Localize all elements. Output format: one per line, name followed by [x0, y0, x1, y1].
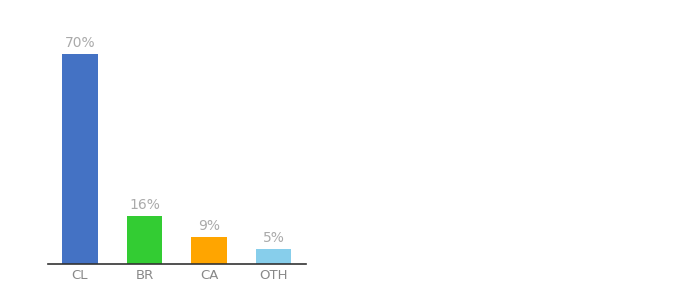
Bar [126, 216, 163, 264]
Text: 5%: 5% [262, 231, 285, 245]
Bar [256, 249, 292, 264]
Text: 16%: 16% [129, 198, 160, 212]
Bar [191, 237, 227, 264]
Text: 9%: 9% [198, 219, 220, 233]
Bar [62, 54, 98, 264]
Text: 70%: 70% [65, 36, 95, 50]
